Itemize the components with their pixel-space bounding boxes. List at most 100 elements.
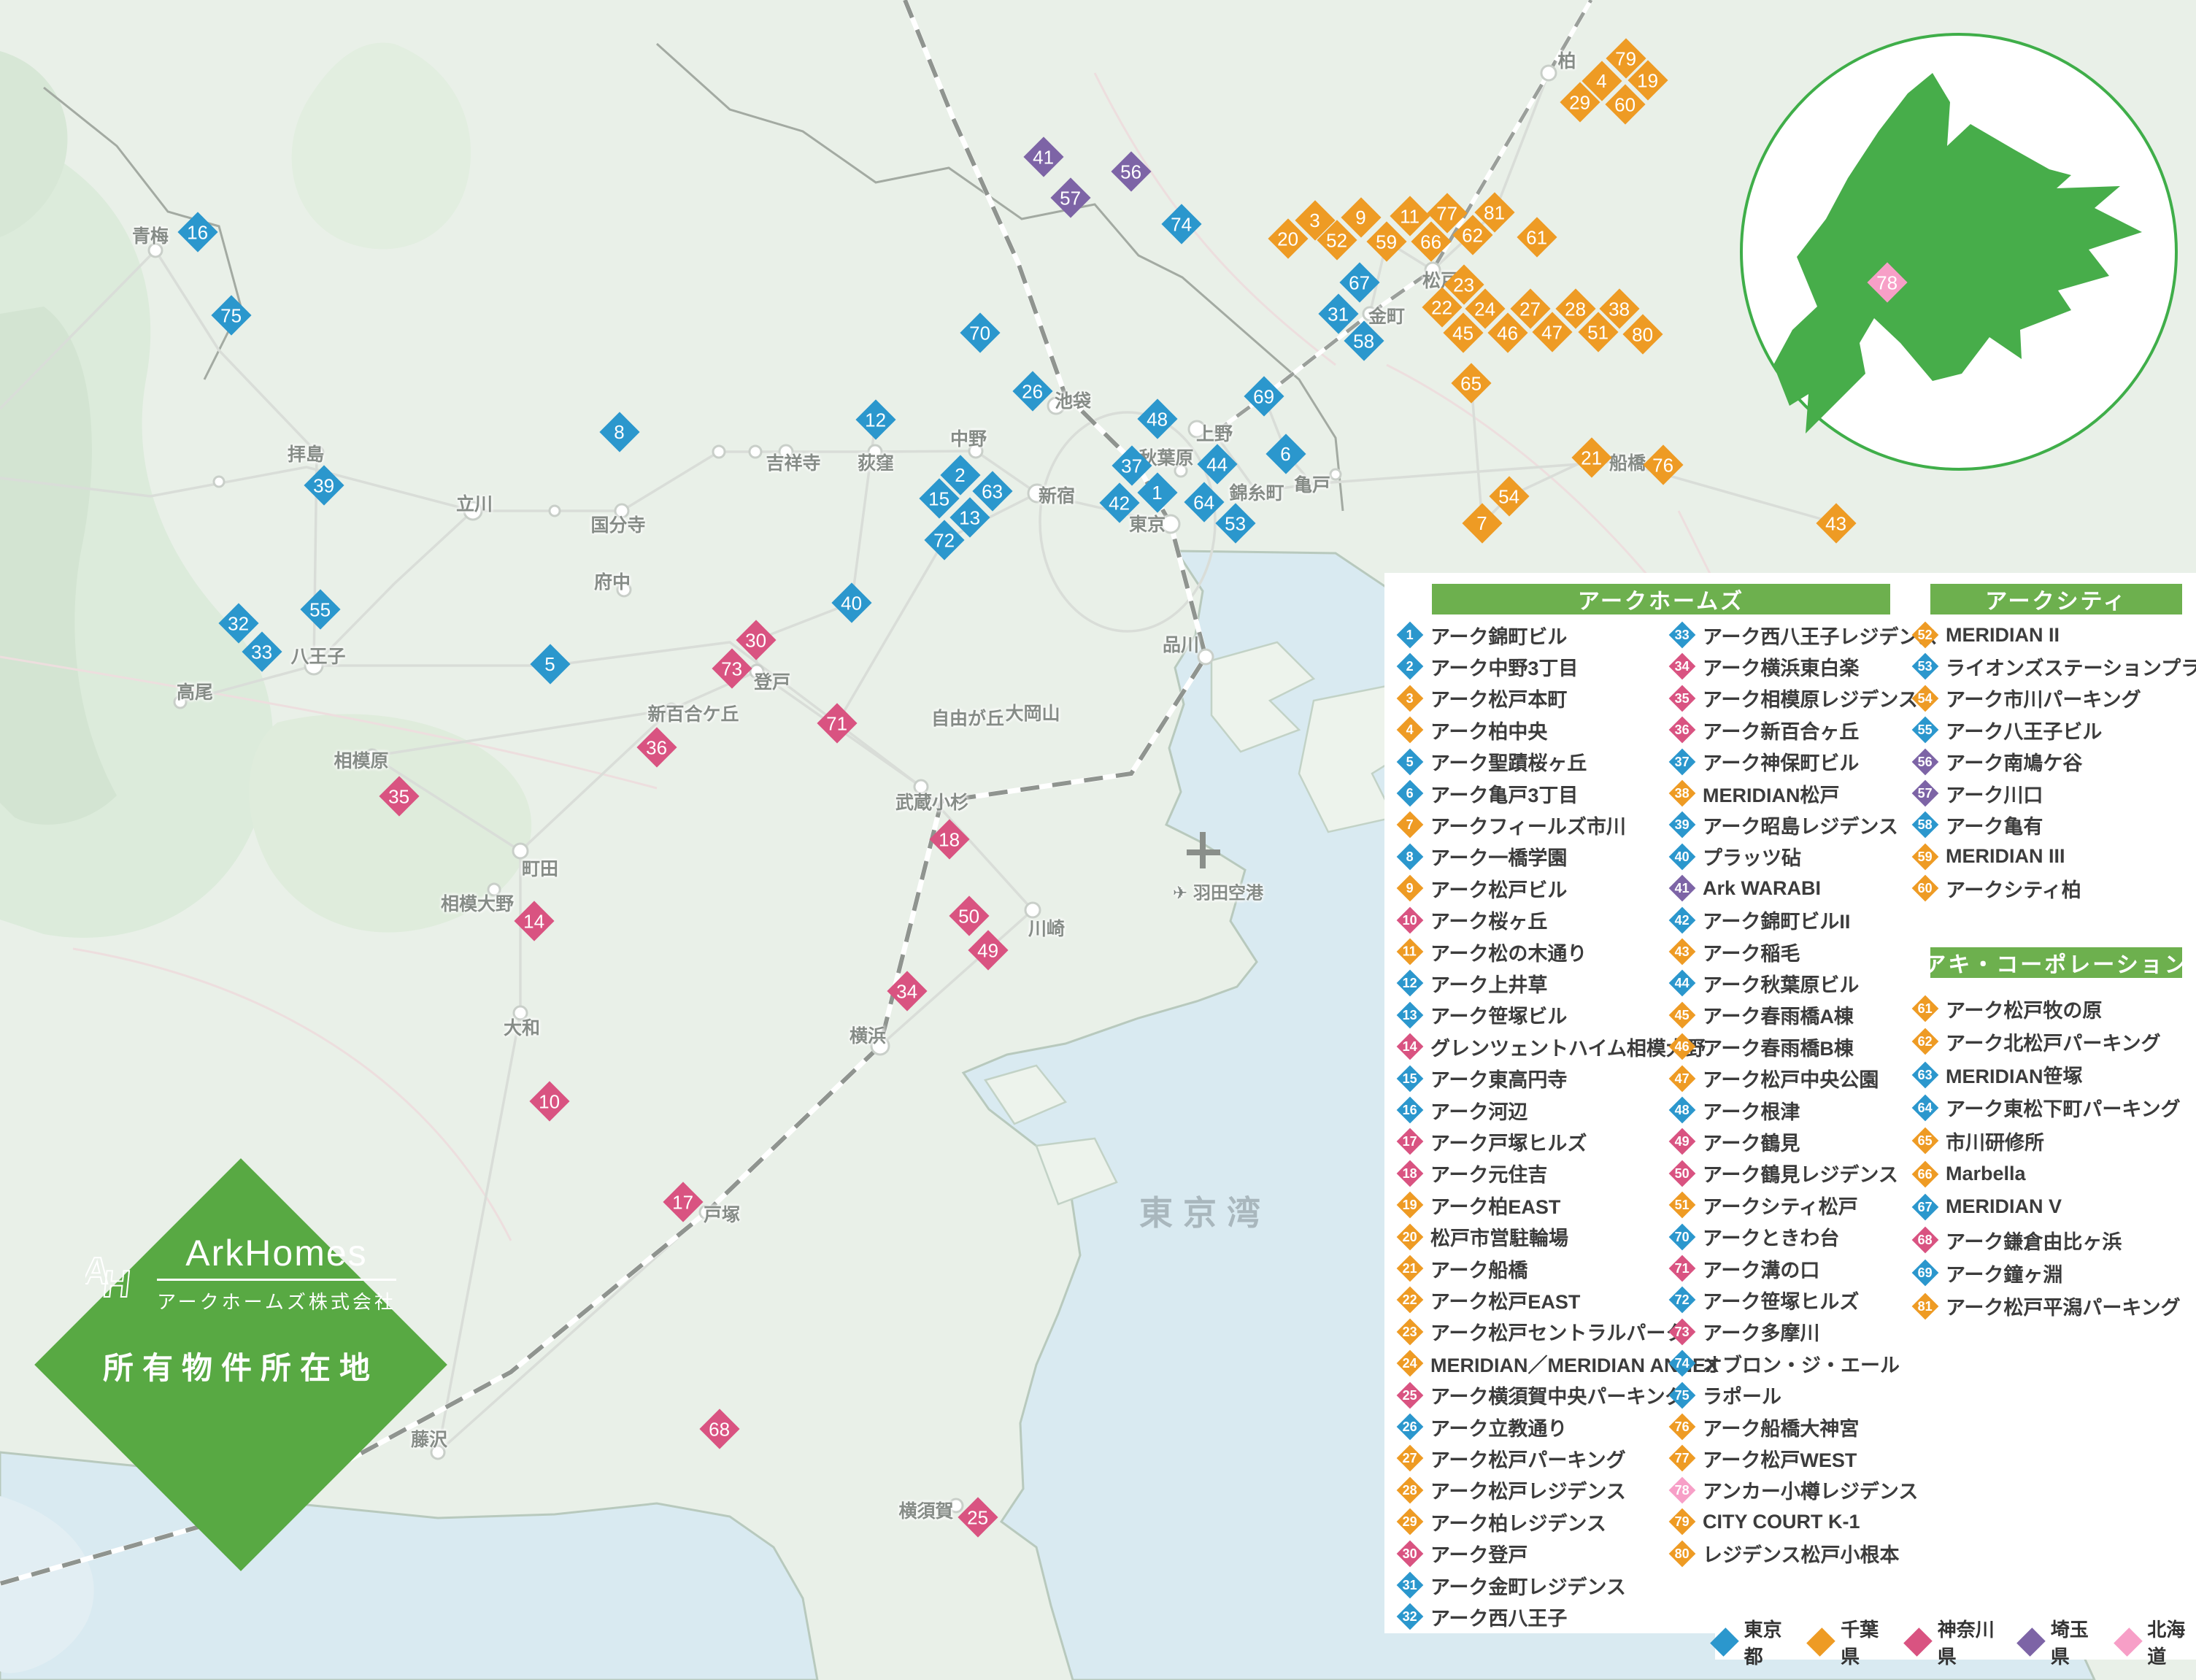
legend-item-label: アーク南鳩ケ谷	[1946, 752, 2083, 775]
legend-item-label: アーク亀有	[1946, 815, 2043, 838]
place-label-station: 金町	[1368, 307, 1406, 327]
legend-item-label: アーク桜ヶ丘	[1430, 911, 1548, 933]
prefecture-diamond-icon	[1710, 1627, 1739, 1657]
legend-marker-icon: 27	[1396, 1445, 1424, 1472]
legend-item-80: 80 レジデンス松戸小根本	[1668, 1539, 1899, 1568]
legend-marker-icon: 73	[1668, 1318, 1696, 1346]
place-label-station: 拝島	[287, 444, 325, 465]
legend-item-15: 15 アーク東高円寺	[1395, 1064, 1567, 1093]
legend-item-label: アーク松戸WEST	[1703, 1449, 1857, 1471]
legend-marker-icon: 71	[1668, 1255, 1696, 1282]
legend-section-title: アークホームズ	[1432, 584, 1890, 614]
legend-item-label: アーク多摩川	[1703, 1322, 1820, 1345]
legend-item-label: アーク立教通り	[1430, 1417, 1568, 1440]
legend-item-5: 5 アーク聖蹟桜ヶ丘	[1395, 747, 1587, 777]
legend-item-label: ライオンズステーションプラザ森下	[1946, 657, 2196, 679]
prefecture-diamond-icon	[2113, 1627, 2143, 1657]
legend-marker-icon: 36	[1668, 716, 1696, 744]
legend-item-16: 16 アーク河辺	[1395, 1095, 1527, 1125]
legend-marker-icon: 59	[1911, 843, 1939, 871]
legend-item-label: アーク相模原レジデンス	[1703, 689, 1918, 712]
legend-marker-icon: 28	[1396, 1476, 1424, 1504]
legend-item-label: アーク新百合ヶ丘	[1703, 720, 1860, 743]
legend-marker-icon: 33	[1668, 621, 1696, 649]
prefecture-diamond-icon	[2016, 1627, 2046, 1657]
legend-marker-icon: 15	[1396, 1065, 1424, 1092]
prefecture-label: 千葉県	[1841, 1619, 1879, 1668]
legend-item-label: アーク松戸セントラルパーク	[1430, 1322, 1686, 1345]
map-title: 所有物件所在地	[102, 1351, 379, 1385]
legend-item-label: アーク溝の口	[1703, 1259, 1820, 1282]
prefecture-legend-item: 北海道	[2113, 1615, 2196, 1669]
legend-panel: アークホームズ 1 アーク錦町ビル 2 アーク中野3丁目 3 アーク松戸本町 4 アーク柏中央 5…	[1384, 573, 2196, 1633]
legend-item-label: アーク秋葉原ビル	[1703, 974, 1860, 996]
legend-item-13: 13 アーク笹塚ビル	[1395, 1001, 1567, 1030]
legend-marker-icon: 31	[1396, 1571, 1424, 1599]
legend-marker-icon: 3	[1396, 685, 1424, 712]
legend-marker-icon: 2	[1396, 653, 1424, 680]
place-label-station: 東京	[1128, 515, 1166, 535]
legend-item-72: 72 アーク笹塚ヒルズ	[1668, 1285, 1859, 1314]
legend-marker-icon: 25	[1396, 1382, 1424, 1409]
hokkaido-island	[1773, 73, 2142, 434]
legend-item-45: 45 アーク春雨橋A棟	[1668, 1001, 1854, 1030]
legend-item-29: 29 アーク柏レジデンス	[1395, 1507, 1606, 1536]
legend-item-label: アーク昭島レジデンス	[1703, 815, 1898, 838]
place-label-station: 青梅	[131, 226, 169, 247]
legend-item-65: 65 市川研修所	[1911, 1126, 2044, 1155]
legend-item-52: 52 MERIDIAN II	[1911, 620, 2060, 650]
legend-marker-icon: 48	[1668, 1096, 1696, 1124]
legend-item-60: 60 アークシティ柏	[1911, 874, 2081, 903]
legend-item-63: 63 MERIDIAN笹塚	[1911, 1060, 2083, 1090]
prefecture-legend: 東京都 千葉県 神奈川県 埼玉県 北海道	[1710, 1619, 2196, 1668]
legend-item-76: 76 アーク船橋大神宮	[1668, 1412, 1859, 1441]
legend-marker-icon: 69	[1911, 1260, 1939, 1287]
place-label-station: 品川	[1162, 635, 1200, 655]
legend-marker-icon: 26	[1396, 1413, 1424, 1441]
legend-item-label: グレンツェントハイム相模大野	[1430, 1037, 1706, 1060]
legend-marker-icon: 72	[1668, 1287, 1696, 1314]
legend-marker-icon: 65	[1911, 1127, 1939, 1155]
legend-item-label: アーク鶴見	[1703, 1132, 1800, 1155]
legend-item-67: 67 MERIDIAN V	[1911, 1192, 2062, 1222]
legend-item-label: アーク上井草	[1430, 974, 1548, 996]
legend-marker-icon: 49	[1668, 1128, 1696, 1155]
legend-marker-icon: 74	[1668, 1349, 1696, 1377]
legend-marker-icon: 13	[1396, 1001, 1424, 1029]
hokkaido-inset	[1740, 33, 2178, 471]
place-label-station: 国分寺	[590, 515, 646, 536]
legend-item-label: アーク笹塚ビル	[1430, 1006, 1568, 1028]
terrain-patch	[0, 51, 68, 237]
legend-item-label: アーク笹塚ヒルズ	[1703, 1290, 1860, 1313]
place-label-station: 柏	[1557, 51, 1576, 72]
legend-marker-icon: 8	[1396, 843, 1424, 871]
legend-item-20: 20 松戸市営駐輪場	[1395, 1222, 1568, 1252]
place-label-airport: ✈ 羽田空港	[1172, 883, 1264, 903]
legend-item-label: アーク根津	[1703, 1101, 1800, 1123]
legend-item-label: アーク稲毛	[1703, 942, 1800, 965]
legend-marker-icon: 4	[1396, 716, 1424, 744]
legend-item-36: 36 アーク新百合ヶ丘	[1668, 715, 1859, 744]
legend-item-11: 11 アーク松の木通り	[1395, 937, 1587, 966]
terrain-patch	[249, 714, 532, 933]
legend-item-28: 28 アーク松戸レジデンス	[1395, 1476, 1626, 1505]
legend-marker-icon: 76	[1668, 1413, 1696, 1441]
legend-marker-icon: 66	[1911, 1160, 1939, 1187]
legend-item-label: 松戸市営駐輪場	[1430, 1228, 1568, 1250]
legend-item-label: アーク市川パーキング	[1946, 689, 2141, 712]
legend-item-43: 43 アーク稲毛	[1668, 937, 1800, 966]
legend-item-label: Marbella	[1946, 1163, 2026, 1184]
svg-text:A: A	[85, 1250, 112, 1292]
legend-item-label: アーク松戸レジデンス	[1430, 1481, 1626, 1503]
legend-item-label: アーク松戸ビル	[1430, 879, 1568, 901]
legend-item-46: 46 アーク春雨橋B棟	[1668, 1032, 1854, 1061]
legend-marker-icon: 44	[1668, 970, 1696, 997]
legend-item-label: アーク柏EAST	[1430, 1195, 1561, 1218]
legend-item-label: アークシティ柏	[1946, 879, 2081, 901]
legend-item-33: 33 アーク西八王子レジデンス	[1668, 620, 1938, 650]
legend-item-42: 42 アーク錦町ビルII	[1668, 906, 1850, 935]
place-label-station: 自由が丘	[931, 709, 1005, 729]
place-label-station: 府中	[593, 572, 631, 593]
legend-item-label: アーク松戸中央公園	[1703, 1069, 1879, 1092]
